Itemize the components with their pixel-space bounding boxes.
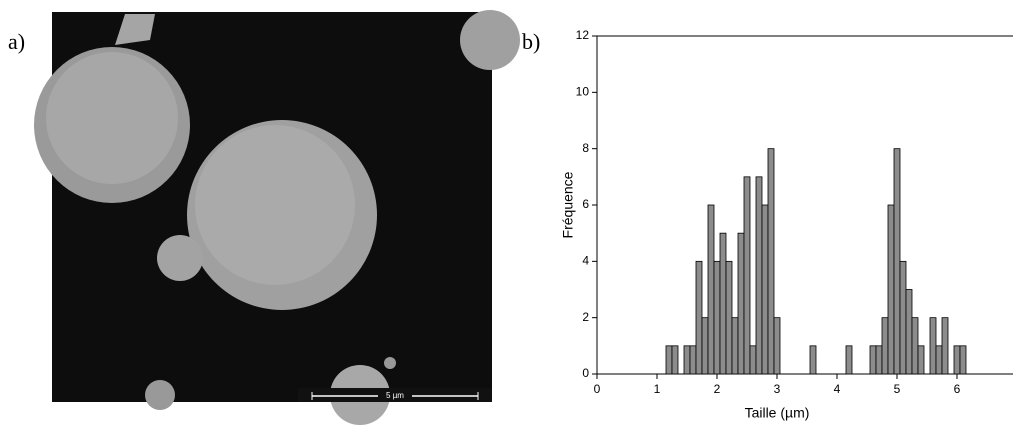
bar [719, 232, 727, 375]
x-tick-label: 6 [954, 382, 961, 396]
bar [761, 204, 769, 375]
bar [743, 176, 751, 375]
bar [767, 148, 775, 375]
scale-bar-label: 5 µm [386, 391, 404, 400]
y-tick-label: 8 [582, 141, 589, 155]
x-tick-label: 1 [654, 382, 661, 396]
bar [887, 204, 895, 375]
bar [893, 148, 901, 375]
bar [749, 345, 757, 375]
y-tick-label: 0 [582, 366, 589, 380]
sem-image [34, 10, 520, 425]
y-tick-label: 4 [582, 254, 589, 268]
bar [809, 345, 817, 375]
bar [953, 345, 961, 375]
bar [905, 289, 913, 375]
bar [917, 345, 925, 375]
bar [665, 345, 673, 375]
y-tick-label: 12 [576, 28, 590, 42]
bar [935, 345, 943, 375]
bar [755, 176, 763, 375]
x-axis-title: Taille (µm) [745, 405, 810, 421]
x-tick-label: 2 [714, 382, 721, 396]
x-tick-label: 5 [894, 382, 901, 396]
y-tick-label: 10 [576, 85, 590, 99]
panel-label: b) [522, 29, 540, 54]
y-tick-label: 6 [582, 197, 589, 211]
bar [737, 232, 745, 375]
x-tick-label: 0 [594, 382, 601, 396]
bar [701, 317, 709, 375]
bar [683, 345, 691, 375]
bar [731, 317, 739, 375]
y-tick-label: 2 [582, 310, 589, 324]
bar [707, 204, 715, 375]
bar [695, 260, 703, 375]
bar [713, 260, 721, 375]
bar [959, 345, 967, 375]
bar [881, 317, 889, 375]
bar [911, 317, 919, 375]
bar [875, 345, 883, 375]
x-tick-label: 3 [774, 382, 781, 396]
bar [899, 260, 907, 375]
bar [845, 345, 853, 375]
x-tick-label: 4 [834, 382, 841, 396]
bar [671, 345, 679, 375]
bar [773, 317, 781, 375]
y-axis-title: Fréquence [560, 171, 576, 238]
bar [869, 345, 877, 375]
bar [725, 260, 733, 375]
bar [929, 317, 937, 375]
bar [941, 317, 949, 375]
panel-label: a) [8, 29, 25, 54]
bar [689, 345, 697, 375]
